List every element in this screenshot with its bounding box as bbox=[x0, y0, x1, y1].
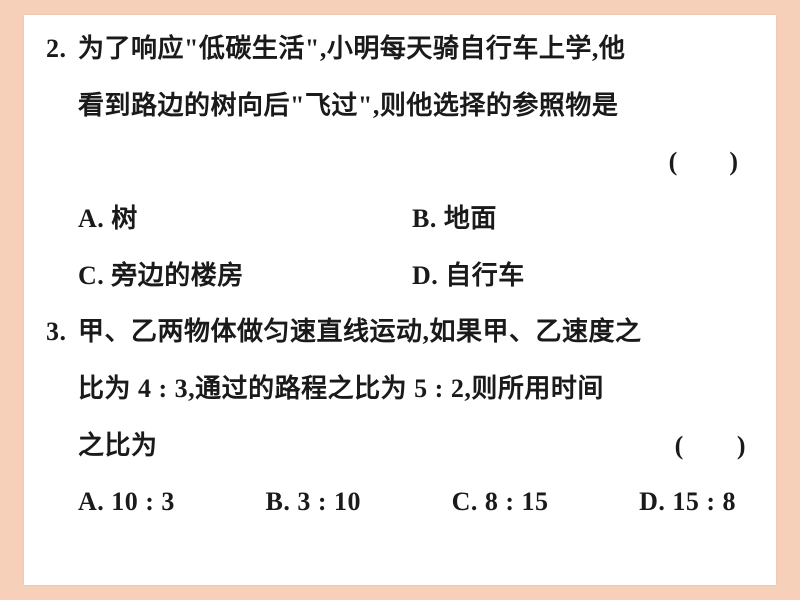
exam-page: 2. 为了响应"低碳生活",小明每天骑自行车上学,他 看到路边的树向后"飞过",… bbox=[24, 15, 776, 585]
answer-blank: ( ) bbox=[655, 418, 746, 475]
option-d: D. 自行车 bbox=[412, 248, 746, 305]
options-row: C. 旁边的楼房 D. 自行车 bbox=[78, 248, 746, 305]
options-row: A. 树 B. 地面 bbox=[78, 191, 746, 248]
option-b: B. 3 : 10 bbox=[266, 474, 362, 531]
answer-blank: ( ) bbox=[78, 134, 746, 191]
question-text-line: 甲、乙两物体做匀速直线运动,如果甲、乙速度之 bbox=[78, 304, 746, 361]
option-c: C. 8 : 15 bbox=[452, 474, 549, 531]
option-d: D. 15 : 8 bbox=[639, 474, 736, 531]
question-text-line: 比为 4 : 3,通过的路程之比为 5 : 2,则所用时间 bbox=[78, 361, 746, 418]
question-number: 3. bbox=[46, 304, 67, 361]
question-text-line: 为了响应"低碳生活",小明每天骑自行车上学,他 bbox=[78, 21, 746, 78]
option-a: A. 10 : 3 bbox=[78, 474, 175, 531]
question-text-line: 看到路边的树向后"飞过",则他选择的参照物是 bbox=[78, 78, 746, 135]
question-text: 之比为 bbox=[78, 418, 655, 475]
option-c: C. 旁边的楼房 bbox=[78, 248, 412, 305]
question-text-line: 之比为 ( ) bbox=[78, 418, 746, 475]
question-number: 2. bbox=[46, 21, 67, 78]
option-a: A. 树 bbox=[78, 191, 412, 248]
option-b: B. 地面 bbox=[412, 191, 746, 248]
question-3: 3. 甲、乙两物体做匀速直线运动,如果甲、乙速度之 比为 4 : 3,通过的路程… bbox=[46, 304, 746, 531]
question-2: 2. 为了响应"低碳生活",小明每天骑自行车上学,他 看到路边的树向后"飞过",… bbox=[46, 21, 746, 304]
options-row: A. 10 : 3 B. 3 : 10 C. 8 : 15 D. 15 : 8 bbox=[78, 474, 746, 531]
